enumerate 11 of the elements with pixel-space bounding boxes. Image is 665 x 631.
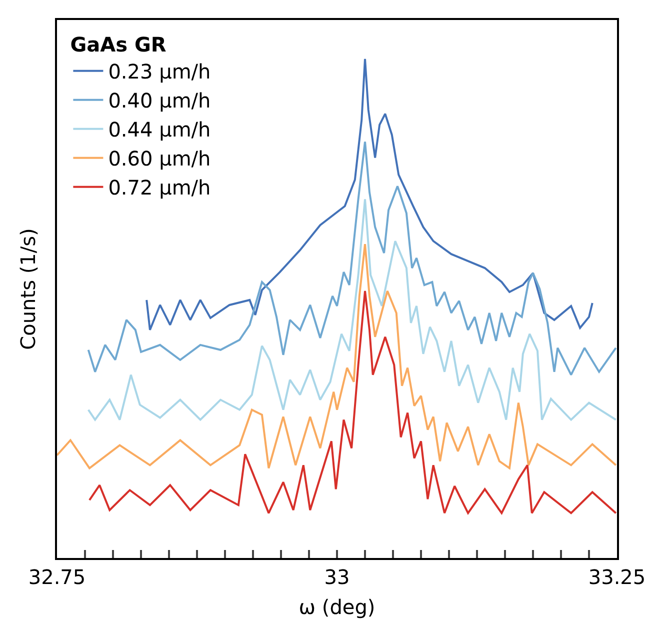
- x-tick-label: 33: [324, 565, 350, 589]
- legend-label: 0.23 μm/h: [108, 60, 211, 84]
- x-axis-title: ω (deg): [298, 595, 376, 619]
- legend-label: 0.44 μm/h: [108, 118, 211, 142]
- x-tick-label: 32.75: [28, 565, 86, 589]
- x-tick-label: 33.25: [588, 565, 646, 589]
- y-axis-title: Counts (1/s): [16, 228, 40, 350]
- legend-label: 0.40 μm/h: [108, 88, 211, 113]
- legend-label: 0.60 μm/h: [108, 146, 211, 171]
- legend-label: 0.72 μm/h: [108, 176, 211, 200]
- legend-title: GaAs GR: [70, 32, 166, 56]
